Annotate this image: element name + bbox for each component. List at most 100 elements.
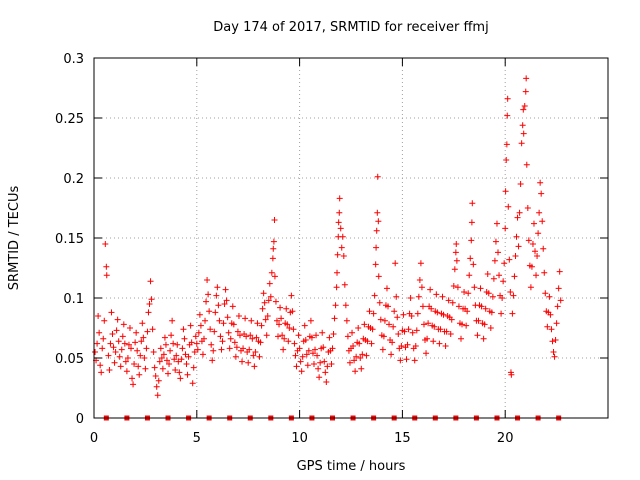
data-point: [508, 371, 515, 378]
data-point: [450, 283, 457, 289]
data-point: [511, 273, 518, 280]
data-point: [525, 237, 532, 244]
data-point: [527, 284, 534, 291]
data-point: [519, 122, 526, 129]
data-point: [353, 353, 360, 360]
data-point: [208, 341, 215, 348]
data-point: [211, 328, 218, 335]
data-point: [492, 238, 499, 245]
data-point: [161, 334, 168, 341]
data-point: [92, 349, 99, 355]
data-point: [167, 347, 174, 354]
data-point: [317, 359, 324, 366]
data-point: [408, 313, 415, 319]
data-point: [409, 329, 416, 336]
data-point: [423, 350, 430, 357]
data-point: [504, 95, 511, 102]
y-tick-label: 0.2: [63, 172, 84, 187]
data-point: [431, 323, 438, 330]
data-point: [251, 363, 258, 370]
data-point: [455, 303, 462, 310]
data-point: [452, 249, 459, 256]
data-point: [215, 302, 222, 309]
data-point: [464, 308, 471, 315]
data-point: [250, 352, 257, 359]
data-point: [523, 161, 530, 168]
data-point: [448, 316, 455, 323]
data-point: [154, 392, 161, 399]
data-point: [328, 361, 335, 367]
data-point: [235, 313, 242, 319]
data-point: [158, 355, 165, 361]
data-point: [196, 311, 203, 318]
data-point: [355, 325, 362, 331]
data-point: [209, 357, 216, 364]
data-point: [403, 356, 410, 363]
data-point: [413, 327, 420, 334]
data-point: [131, 361, 138, 367]
data-point: [554, 303, 561, 310]
data-point: [414, 310, 421, 317]
data-point: [194, 346, 201, 353]
data-point: [485, 290, 492, 297]
data-point: [349, 329, 356, 336]
data-point: [333, 284, 340, 291]
data-point: [277, 304, 284, 311]
data-point: [291, 340, 298, 347]
data-point: [509, 310, 516, 317]
data-point: [144, 328, 151, 335]
grid-lines: [94, 58, 608, 418]
data-point: [309, 350, 316, 357]
data-point: [184, 371, 191, 378]
data-point: [108, 309, 115, 316]
data-point: [267, 293, 274, 300]
data-point: [359, 351, 366, 358]
data-point: [312, 346, 319, 353]
data-point: [381, 317, 388, 324]
data-point: [260, 290, 267, 297]
data-point: [302, 337, 309, 343]
data-point: [502, 188, 509, 195]
data-point: [434, 309, 441, 316]
data-point: [123, 368, 130, 375]
data-point: [114, 316, 121, 323]
data-point: [197, 322, 204, 329]
data-point: [539, 218, 546, 225]
y-tick-label: 0.1: [63, 292, 84, 307]
data-point: [169, 317, 176, 324]
data-point: [532, 248, 539, 255]
data-point: [174, 341, 181, 348]
chart-title: Day 174 of 2017, SRMTID for receiver ffm…: [213, 20, 488, 35]
data-point: [259, 305, 266, 312]
data-point: [487, 325, 494, 331]
data-point: [182, 351, 189, 358]
data-point: [416, 277, 423, 283]
data-point: [461, 289, 468, 295]
data-point: [552, 337, 559, 343]
data-point: [352, 368, 359, 375]
data-point: [190, 364, 197, 371]
data-point: [230, 321, 237, 328]
data-point: [295, 332, 302, 339]
data-point: [103, 272, 110, 279]
data-point: [269, 255, 276, 262]
data-point: [214, 284, 221, 291]
data-point: [329, 345, 336, 352]
data-point: [337, 225, 344, 232]
data-point: [336, 195, 343, 202]
data-point: [541, 269, 548, 276]
data-point: [417, 260, 424, 267]
data-point: [516, 209, 523, 216]
data-point: [549, 338, 556, 345]
data-point: [323, 379, 330, 385]
data-point: [258, 322, 265, 329]
data-point: [233, 344, 240, 351]
data-point: [369, 326, 376, 333]
data-point: [115, 338, 122, 345]
data-point: [183, 361, 190, 367]
data-point: [156, 358, 163, 365]
data-point: [224, 314, 231, 321]
data-point: [275, 333, 282, 340]
data-point: [535, 230, 542, 237]
data-point: [343, 317, 350, 324]
